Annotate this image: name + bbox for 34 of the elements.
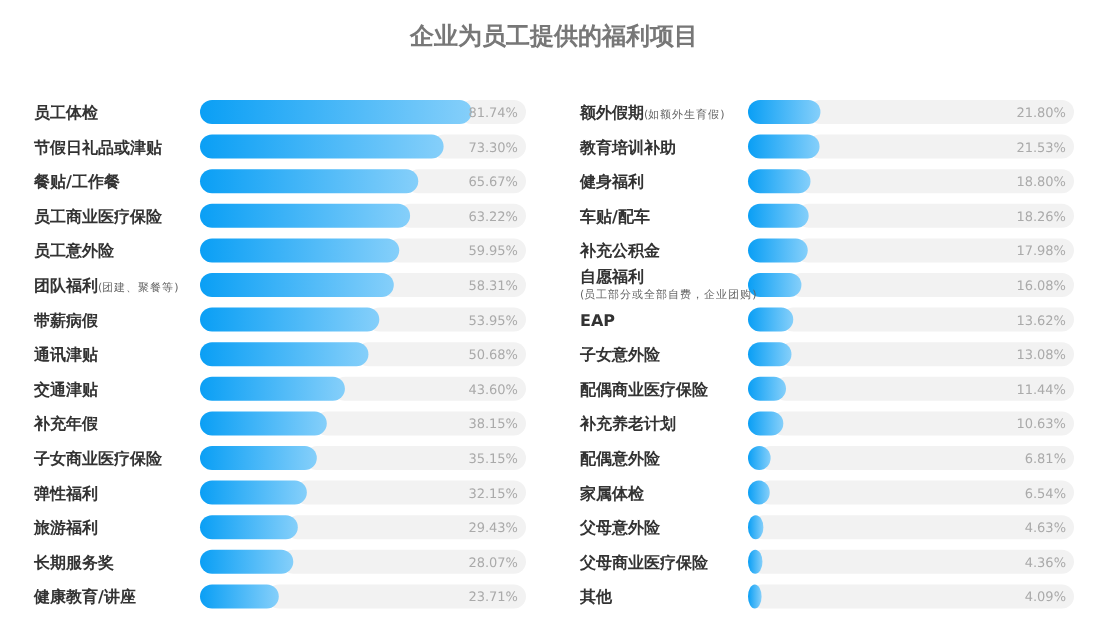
bar: [748, 169, 811, 194]
bar: [200, 584, 279, 609]
y-tick-label: 子女商业医疗保险: [32, 448, 164, 468]
y-tick-label: 其他: [578, 588, 614, 607]
y-tick-label: 配偶意外险: [580, 450, 662, 468]
text: 企业为员工提供的福利项目: [408, 22, 698, 50]
y-tick-label: 子女意外险: [578, 346, 662, 365]
y-tick-label: 健康教育/讲座: [32, 586, 136, 607]
y-tick-label: 补充养老计划: [578, 413, 676, 434]
bar: [748, 100, 821, 124]
bar: [748, 134, 820, 159]
y-tick-label: 健身福利: [578, 173, 644, 192]
bar: [748, 238, 808, 263]
y-tick-label: 配偶商业医疗保险: [580, 378, 710, 399]
y-tick-label: 旅游福利: [32, 519, 98, 538]
y-tick-label: 教育培训补助: [578, 136, 676, 157]
y-tick-label: 补充公积金: [578, 240, 662, 261]
y-tick-label: 父母意外险: [578, 519, 662, 538]
y-tick-label: 通讯津贴: [32, 346, 98, 365]
y-tick-label: 交通津贴: [32, 378, 98, 399]
y-tick-label: 员工意外险: [34, 242, 116, 261]
y-tick-label: 弹性福利: [34, 484, 98, 503]
y-tick-label: 补充年假: [32, 413, 100, 434]
y-tick-label: 节假日礼品或津贴: [32, 138, 162, 157]
y-tick-label: EAP: [580, 311, 616, 330]
y-tick-label: 员工体检: [34, 104, 100, 122]
y-tick-label: 餐贴/工作餐: [32, 173, 120, 192]
bar: [748, 203, 809, 228]
y-tick-label: 家属体检: [578, 482, 646, 503]
y-tick-label: 员工商业医疗保险: [34, 205, 164, 226]
y-tick-label: 带薪病假: [34, 311, 100, 330]
y-tick-label: 长期服务奖: [32, 553, 116, 572]
y-tick-label: 父母商业医疗保险: [578, 551, 710, 572]
y-tick-label: 车贴/配车: [578, 207, 650, 226]
